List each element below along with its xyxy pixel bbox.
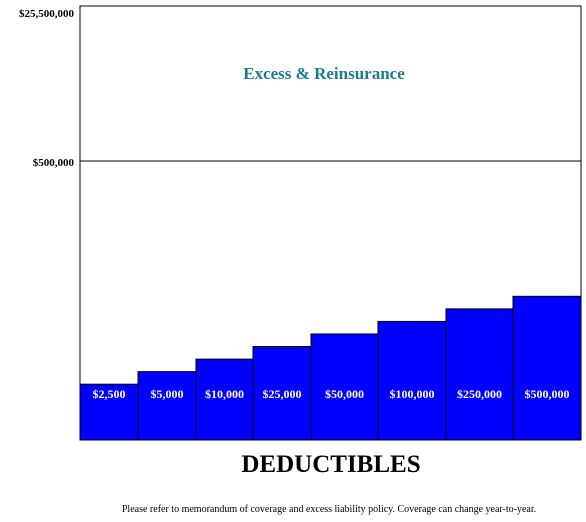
bar-label-1: $5,000 <box>151 387 184 401</box>
bar-label-3: $25,000 <box>263 387 302 401</box>
x-axis-label: DEDUCTIBLES <box>241 451 420 478</box>
bar-4 <box>310 333 379 441</box>
bar-1 <box>137 371 197 441</box>
bar-label-2: $10,000 <box>205 387 244 401</box>
bar-label-7: $500,000 <box>525 387 570 401</box>
upper-band-title: Excess & Reinsurance <box>243 64 405 83</box>
bar-7 <box>512 295 582 441</box>
bar-labels-group: $2,500 $5,000 $10,000 $25,000 $50,000 $100,00… <box>93 387 570 401</box>
footnote: Please refer to memorandum of coverage a… <box>122 504 536 515</box>
y-tick-top: $25,500,000 <box>19 8 75 20</box>
bar-label-4: $50,000 <box>325 387 364 401</box>
bar-label-0: $2,500 <box>93 387 126 401</box>
bar-label-5: $100,000 <box>390 387 435 401</box>
y-tick-retention: $500,000 <box>33 157 75 169</box>
bar-0 <box>79 383 139 441</box>
bar-5 <box>377 320 447 441</box>
bar-6 <box>445 308 514 441</box>
bar-label-6: $250,000 <box>457 387 502 401</box>
bars-group <box>79 295 582 441</box>
